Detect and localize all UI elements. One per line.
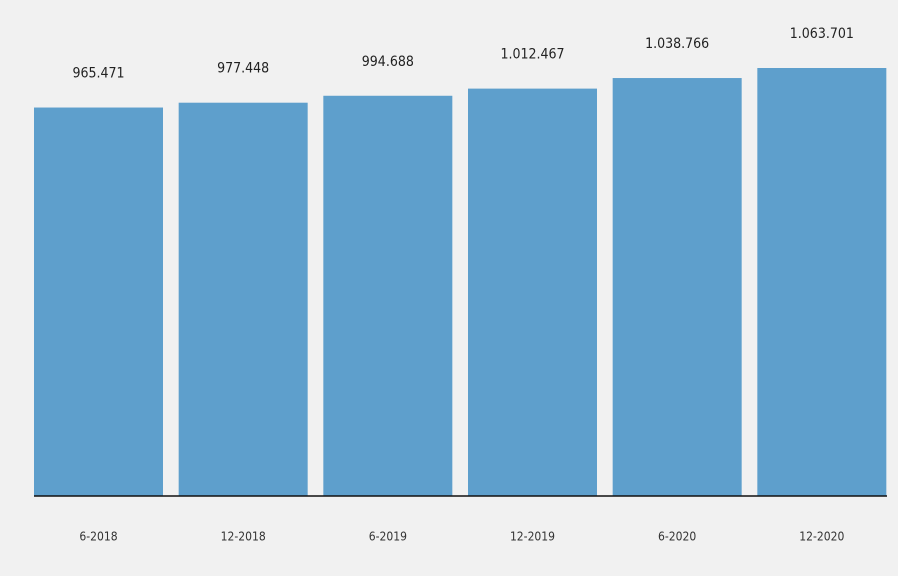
bar bbox=[178, 102, 308, 496]
value-label: 1.038.766 bbox=[645, 36, 709, 52]
value-label: 1.012.467 bbox=[500, 47, 564, 63]
x-tick-label: 12-2019 bbox=[510, 530, 555, 544]
value-label: 994.688 bbox=[362, 54, 414, 70]
bar bbox=[468, 88, 597, 496]
bar bbox=[34, 107, 163, 496]
bar bbox=[323, 95, 453, 496]
bar bbox=[757, 68, 887, 496]
value-label: 965.471 bbox=[72, 66, 124, 82]
x-tick-label: 6-2020 bbox=[658, 530, 696, 544]
x-tick-label: 6-2019 bbox=[369, 530, 407, 544]
x-tick-label: 12-2020 bbox=[799, 530, 844, 544]
x-tick-label: 12-2018 bbox=[221, 530, 266, 544]
value-label: 1.063.701 bbox=[790, 26, 854, 42]
x-tick-label: 6-2018 bbox=[79, 530, 117, 544]
bar bbox=[612, 78, 742, 496]
value-label: 977.448 bbox=[217, 61, 269, 77]
